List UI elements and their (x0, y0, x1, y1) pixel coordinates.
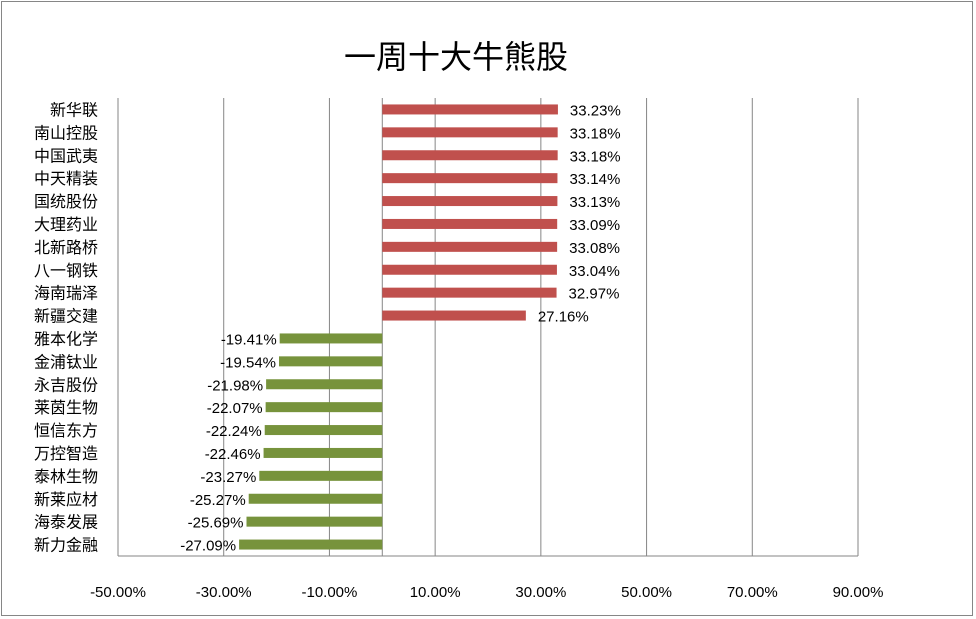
chart-title: 一周十大牛熊股 (344, 38, 568, 76)
data-label: -19.41% (221, 331, 277, 348)
data-label: -25.69% (188, 515, 244, 532)
category-label: 永吉股份 (34, 375, 98, 394)
bar (382, 196, 558, 207)
bar (266, 379, 383, 390)
data-label: 33.23% (570, 102, 621, 119)
data-label: -22.24% (206, 423, 262, 440)
data-label: -21.98% (207, 377, 263, 394)
category-label: 中国武夷 (34, 146, 98, 165)
x-tick-label: 30.00% (515, 584, 566, 601)
data-label: 33.08% (569, 240, 620, 257)
x-tick-label: -50.00% (90, 584, 146, 601)
data-label: 27.16% (538, 309, 589, 326)
bar (382, 104, 558, 115)
category-label: 泰林生物 (34, 467, 98, 486)
category-label: 海泰发展 (34, 513, 98, 532)
category-label: 新华联 (50, 100, 98, 119)
category-label: 国统股份 (34, 192, 98, 211)
category-label: 金浦钛业 (34, 352, 98, 371)
category-label: 中天精装 (34, 169, 98, 188)
category-label: 恒信东方 (34, 421, 98, 440)
bar (264, 425, 383, 436)
category-label: 大理药业 (34, 215, 98, 234)
category-label: 万控智造 (34, 444, 98, 463)
bar (259, 470, 383, 481)
x-tick-label: 90.00% (833, 584, 884, 601)
bar (382, 127, 558, 138)
bar (279, 333, 383, 344)
data-label: -19.54% (220, 354, 276, 371)
bar (248, 493, 383, 504)
category-label: 新力金融 (34, 536, 98, 555)
x-tick-label: -10.00% (301, 584, 357, 601)
bar (382, 241, 558, 252)
category-label: 海南瑞泽 (34, 284, 98, 303)
category-label: 北新路桥 (34, 238, 98, 257)
bar (382, 218, 558, 229)
data-label: 33.18% (570, 148, 621, 165)
category-label: 八一钢铁 (34, 261, 98, 280)
x-tick-label: -30.00% (196, 584, 252, 601)
data-label: 33.18% (570, 125, 621, 142)
bar (263, 447, 383, 458)
data-label: 33.04% (569, 263, 620, 280)
bar (382, 150, 558, 161)
bar (382, 287, 557, 298)
data-label: 33.13% (569, 194, 620, 211)
x-tick-label: 50.00% (621, 584, 672, 601)
data-label: -22.07% (207, 400, 263, 417)
bar (246, 516, 383, 527)
data-label: 33.09% (569, 217, 620, 234)
bar (382, 264, 557, 275)
category-label: 雅本化学 (34, 329, 98, 348)
category-label: 新疆交建 (34, 307, 98, 326)
data-label: -25.27% (190, 492, 246, 509)
bar (279, 356, 383, 367)
category-label: 南山控股 (34, 123, 98, 142)
data-label: -22.46% (205, 446, 261, 463)
bar (382, 173, 558, 184)
x-tick-label: 10.00% (410, 584, 461, 601)
bar (382, 310, 526, 321)
x-tick-label: 70.00% (727, 584, 778, 601)
data-label: -23.27% (200, 469, 256, 486)
data-label: 33.14% (569, 171, 620, 188)
category-label: 莱茵生物 (34, 398, 98, 417)
data-label: 32.97% (569, 286, 620, 303)
data-label: -27.09% (180, 538, 236, 555)
category-label: 新莱应材 (34, 490, 98, 509)
bar (239, 539, 383, 550)
bar (265, 402, 383, 413)
